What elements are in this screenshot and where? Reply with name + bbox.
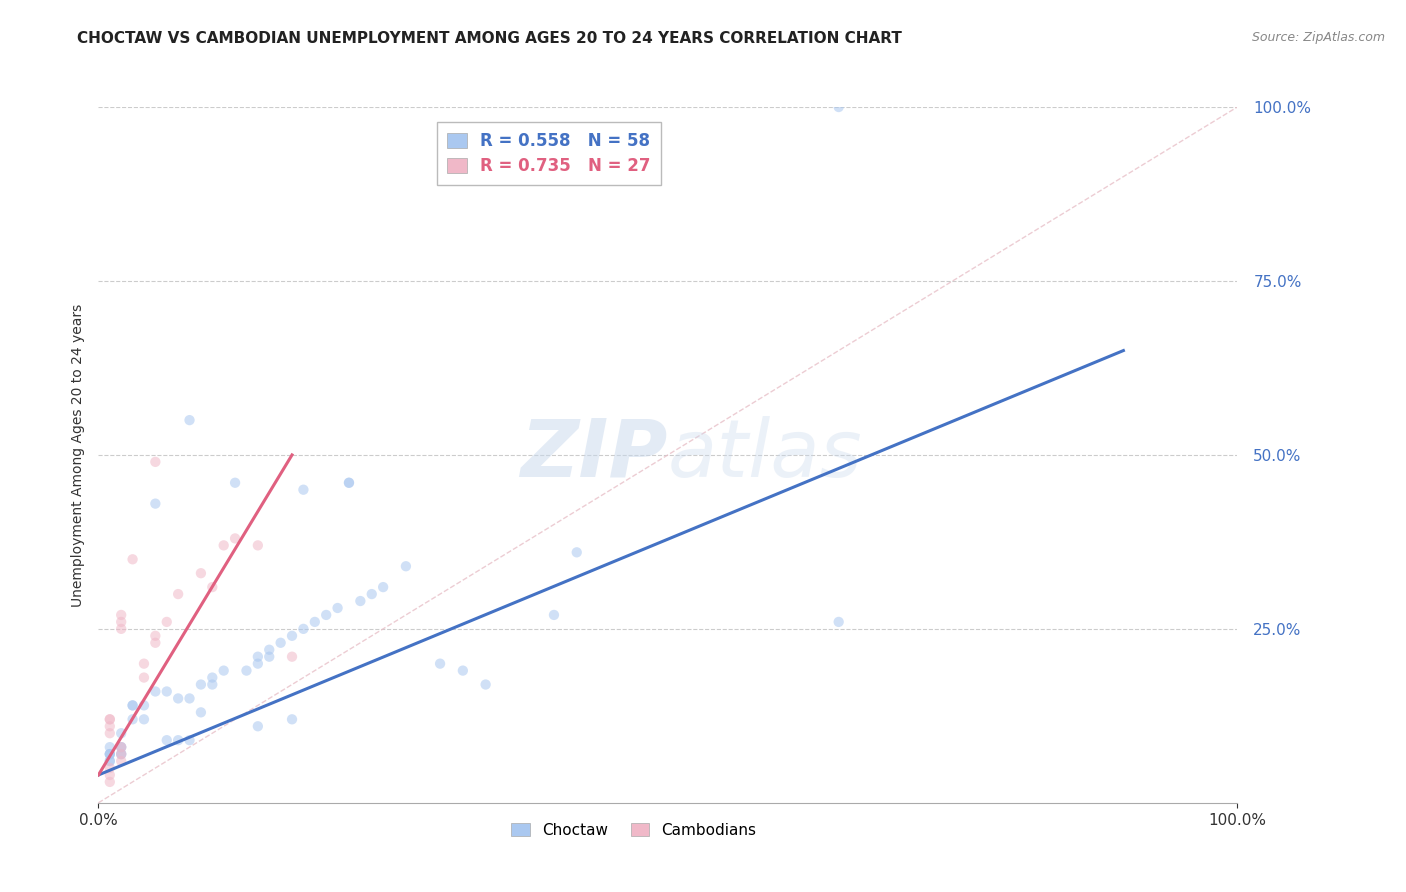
Point: [190, 677, 212, 691]
Point: [326, 601, 349, 615]
Point: [224, 532, 246, 546]
Point: [360, 587, 382, 601]
Point: [98, 740, 121, 755]
Point: [292, 622, 315, 636]
Point: [156, 733, 179, 747]
Point: [132, 712, 155, 726]
Point: [281, 629, 304, 643]
Point: [315, 607, 337, 622]
Point: [167, 691, 190, 706]
Point: [98, 712, 121, 726]
Y-axis label: Unemployment Among Ages 20 to 24 years: Unemployment Among Ages 20 to 24 years: [70, 303, 84, 607]
Point: [121, 698, 143, 713]
Point: [371, 580, 394, 594]
Point: [110, 747, 132, 761]
Point: [98, 761, 121, 775]
Point: [132, 657, 155, 671]
Point: [145, 629, 167, 643]
Point: [167, 733, 190, 747]
Text: ZIP: ZIP: [520, 416, 668, 494]
Point: [201, 677, 224, 691]
Point: [246, 719, 269, 733]
Point: [121, 552, 143, 566]
Point: [132, 698, 155, 713]
Point: [201, 671, 224, 685]
Point: [179, 733, 201, 747]
Point: [281, 712, 304, 726]
Point: [98, 754, 121, 768]
Point: [304, 615, 326, 629]
Point: [98, 747, 121, 761]
Text: CHOCTAW VS CAMBODIAN UNEMPLOYMENT AMONG AGES 20 TO 24 YEARS CORRELATION CHART: CHOCTAW VS CAMBODIAN UNEMPLOYMENT AMONG …: [77, 31, 903, 46]
Point: [121, 698, 143, 713]
Point: [98, 747, 121, 761]
Point: [98, 775, 121, 789]
Point: [98, 754, 121, 768]
Point: [828, 100, 851, 114]
Point: [110, 740, 132, 755]
Point: [565, 545, 588, 559]
Point: [201, 580, 224, 594]
Point: [98, 712, 121, 726]
Point: [212, 664, 235, 678]
Point: [145, 497, 167, 511]
Point: [190, 566, 212, 581]
Point: [98, 726, 121, 740]
Point: [451, 664, 474, 678]
Text: atlas: atlas: [668, 416, 863, 494]
Point: [337, 475, 360, 490]
Point: [98, 719, 121, 733]
Point: [270, 636, 292, 650]
Point: [98, 747, 121, 761]
Point: [212, 538, 235, 552]
Point: [167, 587, 190, 601]
Point: [259, 649, 281, 664]
Point: [292, 483, 315, 497]
Point: [349, 594, 371, 608]
Point: [474, 677, 496, 691]
Point: [132, 671, 155, 685]
Point: [190, 706, 212, 720]
Point: [828, 615, 851, 629]
Text: Source: ZipAtlas.com: Source: ZipAtlas.com: [1251, 31, 1385, 45]
Point: [429, 657, 451, 671]
Point: [281, 649, 304, 664]
Point: [110, 726, 132, 740]
Point: [259, 642, 281, 657]
Point: [121, 712, 143, 726]
Point: [110, 607, 132, 622]
Point: [246, 649, 269, 664]
Point: [110, 747, 132, 761]
Point: [110, 747, 132, 761]
Point: [246, 538, 269, 552]
Point: [179, 413, 201, 427]
Point: [156, 615, 179, 629]
Point: [110, 754, 132, 768]
Legend: Choctaw, Cambodians: Choctaw, Cambodians: [505, 816, 762, 844]
Point: [337, 475, 360, 490]
Point: [179, 691, 201, 706]
Point: [110, 622, 132, 636]
Point: [235, 664, 257, 678]
Point: [110, 740, 132, 755]
Point: [145, 684, 167, 698]
Point: [246, 657, 269, 671]
Point: [98, 768, 121, 782]
Point: [110, 740, 132, 755]
Point: [110, 615, 132, 629]
Point: [224, 475, 246, 490]
Point: [395, 559, 418, 574]
Point: [145, 455, 167, 469]
Point: [156, 684, 179, 698]
Point: [543, 607, 565, 622]
Point: [145, 636, 167, 650]
